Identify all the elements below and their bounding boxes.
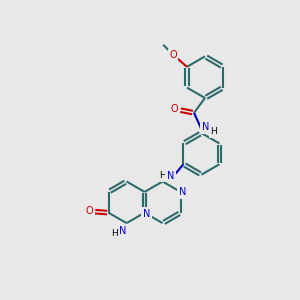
Text: N: N <box>202 122 209 132</box>
Text: N: N <box>167 171 174 181</box>
Text: H: H <box>159 171 166 180</box>
Text: O: O <box>85 206 93 216</box>
Text: N: N <box>179 187 186 197</box>
Text: H: H <box>210 127 217 136</box>
Text: N: N <box>119 226 127 236</box>
Text: O: O <box>169 50 177 60</box>
Text: O: O <box>171 104 178 114</box>
Text: N: N <box>143 209 150 219</box>
Text: H: H <box>111 229 118 238</box>
